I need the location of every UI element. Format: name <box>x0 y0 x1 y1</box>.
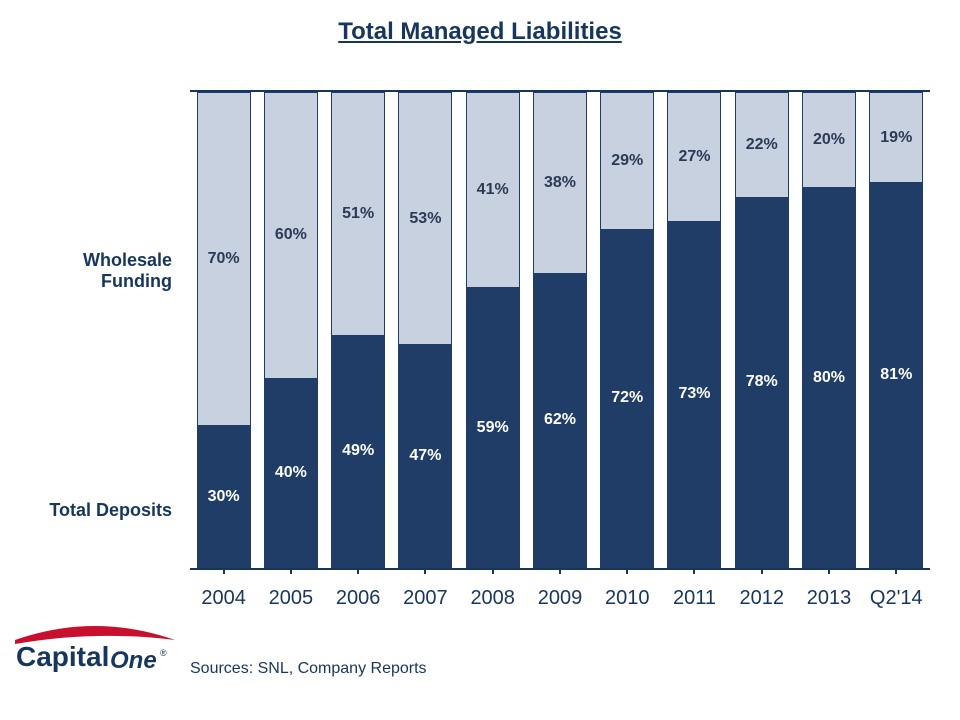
bar-Q2'14: 19%81% <box>869 92 923 568</box>
segment-deposits: 47% <box>398 344 452 568</box>
svg-text:®: ® <box>160 648 167 658</box>
segment-wholesale: 60% <box>264 92 318 378</box>
x-tick-mark <box>223 568 225 574</box>
x-tick: 2004 <box>197 575 251 610</box>
segment-deposits: 30% <box>197 425 251 568</box>
segment-deposits: 59% <box>466 287 520 568</box>
x-tick: 2012 <box>735 575 789 610</box>
segment-wholesale: 22% <box>735 92 789 197</box>
segment-deposits: 73% <box>667 221 721 568</box>
x-tick-label: 2011 <box>667 575 721 610</box>
svg-text:One: One <box>110 647 157 674</box>
plot-area: 70%30%60%40%51%49%53%47%41%59%38%62%29%7… <box>190 90 930 570</box>
bar-2013: 20%80% <box>802 92 856 568</box>
slide: Total Managed Liabilities Wholesale Fund… <box>0 0 960 720</box>
segment-deposits: 78% <box>735 197 789 568</box>
x-tick-label: 2009 <box>533 575 587 610</box>
segment-wholesale: 29% <box>600 92 654 229</box>
x-tick-label: 2013 <box>802 575 856 610</box>
segment-deposits: 80% <box>802 187 856 568</box>
x-tick-mark <box>290 568 292 574</box>
y-category-deposits: Total Deposits <box>12 500 172 521</box>
x-tick-mark <box>424 568 426 574</box>
segment-wholesale: 53% <box>398 92 452 344</box>
x-tick-label: 2007 <box>398 575 452 610</box>
x-tick-label: 2010 <box>600 575 654 610</box>
x-tick: 2005 <box>264 575 318 610</box>
svg-text:Capital: Capital <box>16 641 109 672</box>
x-tick-mark <box>761 568 763 574</box>
segment-wholesale: 38% <box>533 92 587 273</box>
bar-2010: 29%72% <box>600 92 654 568</box>
y-category-wholesale: Wholesale Funding <box>12 250 172 292</box>
segment-deposits: 62% <box>533 273 587 568</box>
x-tick: 2010 <box>600 575 654 610</box>
capital-one-logo: Capital One ® <box>10 620 180 680</box>
bar-2009: 38%62% <box>533 92 587 568</box>
chart-title: Total Managed Liabilities <box>0 18 960 46</box>
bar-2007: 53%47% <box>398 92 452 568</box>
x-tick-mark <box>693 568 695 574</box>
x-tick-mark <box>492 568 494 574</box>
bars-container: 70%30%60%40%51%49%53%47%41%59%38%62%29%7… <box>190 92 930 568</box>
bar-2008: 41%59% <box>466 92 520 568</box>
segment-wholesale: 51% <box>331 92 385 335</box>
x-tick-mark <box>895 568 897 574</box>
segment-wholesale: 41% <box>466 92 520 287</box>
x-tick: 2007 <box>398 575 452 610</box>
x-tick-mark <box>828 568 830 574</box>
segment-deposits: 49% <box>331 335 385 568</box>
x-tick: 2008 <box>466 575 520 610</box>
x-tick-label: 2012 <box>735 575 789 610</box>
x-tick-label: 2008 <box>466 575 520 610</box>
x-tick-label: 2006 <box>331 575 385 610</box>
segment-wholesale: 19% <box>869 92 923 182</box>
segment-wholesale: 27% <box>667 92 721 221</box>
segment-deposits: 40% <box>264 378 318 568</box>
segment-deposits: 72% <box>600 229 654 568</box>
segment-wholesale: 70% <box>197 92 251 425</box>
bar-2011: 27%73% <box>667 92 721 568</box>
bar-2004: 70%30% <box>197 92 251 568</box>
x-tick: Q2'14 <box>869 575 923 610</box>
x-tick: 2009 <box>533 575 587 610</box>
segment-deposits: 81% <box>869 182 923 568</box>
x-tick-mark <box>357 568 359 574</box>
x-axis: 2004 2005 2006 2007 2008 2009 2010 2011 2012 2013… <box>190 575 930 610</box>
bar-2006: 51%49% <box>331 92 385 568</box>
x-tick: 2006 <box>331 575 385 610</box>
source-text: Sources: SNL, Company Reports <box>190 660 427 678</box>
x-tick-mark <box>559 568 561 574</box>
x-tick-label: Q2'14 <box>869 575 923 610</box>
bar-2005: 60%40% <box>264 92 318 568</box>
bar-2012: 22%78% <box>735 92 789 568</box>
x-tick-label: 2005 <box>264 575 318 610</box>
x-tick: 2011 <box>667 575 721 610</box>
chart-area: 70%30%60%40%51%49%53%47%41%59%38%62%29%7… <box>190 90 930 570</box>
x-tick-mark <box>626 568 628 574</box>
x-tick-label: 2004 <box>197 575 251 610</box>
segment-wholesale: 20% <box>802 92 856 187</box>
x-tick: 2013 <box>802 575 856 610</box>
